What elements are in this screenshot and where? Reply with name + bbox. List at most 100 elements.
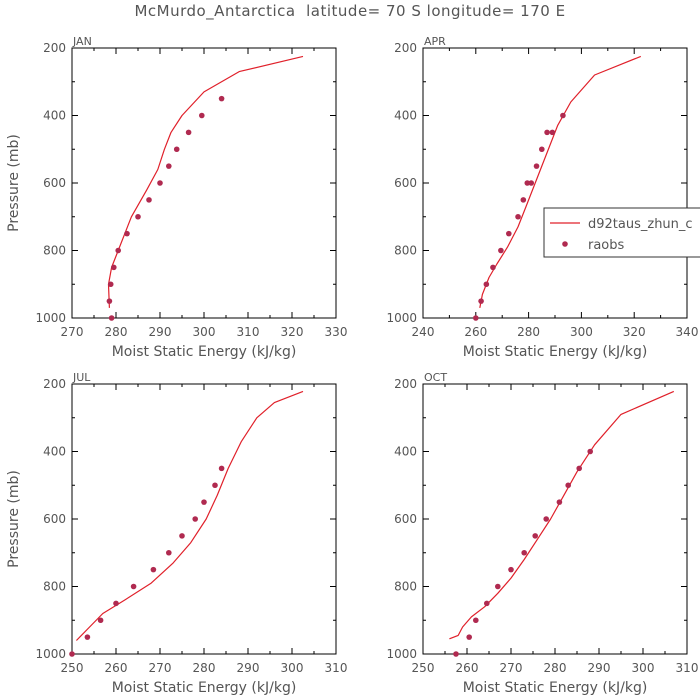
plot-frame bbox=[71, 383, 337, 655]
y-tick-label: 200 bbox=[394, 377, 417, 391]
y-tick-label: 1000 bbox=[386, 647, 417, 661]
x-tick-label: 280 bbox=[517, 325, 540, 339]
data-point-raobs bbox=[97, 617, 104, 624]
y-tick-label: 600 bbox=[394, 176, 417, 190]
panel-title: JUL bbox=[72, 371, 91, 384]
y-tick-label: 1000 bbox=[35, 311, 66, 325]
figure-title: McMurdo_Antarctica latitude= 70 S longit… bbox=[134, 2, 566, 20]
data-point-raobs bbox=[484, 600, 490, 607]
x-tick-label: 300 bbox=[570, 325, 593, 339]
x-tick-label: 310 bbox=[325, 661, 348, 675]
y-tick-label: 800 bbox=[43, 244, 66, 258]
data-point-raobs bbox=[212, 482, 218, 489]
y-tick-label: 400 bbox=[394, 445, 417, 459]
data-point-raobs bbox=[478, 298, 484, 304]
data-point-raobs bbox=[157, 180, 163, 186]
data-point-raobs bbox=[466, 634, 473, 640]
data-point-raobs bbox=[483, 281, 490, 288]
data-point-raobs bbox=[130, 583, 137, 590]
data-point-raobs bbox=[560, 112, 566, 119]
data-point-raobs bbox=[107, 281, 114, 288]
x-tick-label: 340 bbox=[676, 325, 699, 339]
y-tick-label: 400 bbox=[43, 109, 66, 123]
data-point-raobs bbox=[199, 112, 205, 119]
data-point-raobs bbox=[556, 499, 563, 505]
y-axis-label: Pressure (mb) bbox=[6, 134, 22, 232]
data-point-raobs bbox=[508, 566, 514, 573]
x-tick-label: 320 bbox=[281, 325, 304, 339]
data-point-raobs bbox=[506, 230, 512, 237]
data-point-raobs bbox=[532, 533, 538, 539]
data-point-raobs bbox=[565, 482, 571, 489]
data-point-raobs bbox=[185, 129, 192, 136]
data-point-raobs bbox=[543, 516, 549, 522]
y-tick-label: 600 bbox=[43, 512, 66, 526]
legend-marker-swatch bbox=[562, 241, 568, 247]
data-point-raobs bbox=[533, 163, 540, 169]
chart-panel-oct: 250 260 270 280 290 300 310 1000 800 600 400 200 OCT… bbox=[386, 371, 698, 696]
y-tick-label: 200 bbox=[394, 41, 417, 55]
series-line-model bbox=[75, 390, 304, 641]
data-point-raobs bbox=[166, 163, 172, 169]
y-axis-label: Pressure (mb) bbox=[6, 470, 22, 568]
data-point-raobs bbox=[587, 448, 593, 455]
chart-panel-jul: 250 260 270 280 290 300 310 1000 800 600 400 200 JUL… bbox=[6, 371, 347, 696]
x-tick-label: 290 bbox=[588, 661, 611, 675]
data-point-raobs bbox=[539, 146, 545, 153]
series-line-model bbox=[449, 390, 675, 640]
x-tick-label: 300 bbox=[632, 661, 655, 675]
x-tick-label: 310 bbox=[237, 325, 260, 339]
data-point-raobs bbox=[520, 197, 527, 203]
x-tick-label: 320 bbox=[623, 325, 646, 339]
data-point-raobs bbox=[135, 213, 141, 220]
data-point-raobs bbox=[69, 651, 75, 657]
y-tick-label: 200 bbox=[43, 41, 66, 55]
y-tick-label: 1000 bbox=[35, 647, 66, 661]
x-axis-label: Moist Static Energy (kJ/kg) bbox=[112, 680, 297, 696]
x-tick-label: 250 bbox=[61, 661, 84, 675]
data-point-raobs bbox=[490, 264, 496, 271]
data-point-raobs bbox=[111, 264, 117, 271]
data-point-raobs bbox=[473, 617, 479, 624]
panel-title: APR bbox=[424, 35, 446, 48]
data-point-raobs bbox=[192, 516, 198, 522]
data-point-raobs bbox=[84, 634, 91, 640]
y-tick-label: 600 bbox=[43, 176, 66, 190]
y-tick-label: 400 bbox=[43, 445, 66, 459]
x-tick-label: 300 bbox=[281, 661, 304, 675]
legend-label-raobs: raobs bbox=[588, 238, 625, 253]
x-tick-label: 270 bbox=[149, 661, 172, 675]
y-tick-label: 800 bbox=[394, 580, 417, 594]
y-tick-label: 400 bbox=[394, 109, 417, 123]
data-point-raobs bbox=[201, 499, 207, 505]
chart-panel-apr: 240 260 280 300 320 340 1000 800 600 400 200 APR Moi… bbox=[386, 35, 700, 360]
y-tick-label: 800 bbox=[43, 580, 66, 594]
data-point-raobs bbox=[495, 583, 501, 590]
data-point-raobs bbox=[528, 180, 535, 186]
data-point-raobs bbox=[576, 465, 582, 472]
x-tick-label: 270 bbox=[500, 661, 523, 675]
chart-panel-jan: 270 280 290 300 310 320 330 1000 800 600 400 200 JAN… bbox=[6, 35, 347, 360]
data-point-raobs bbox=[179, 533, 185, 539]
x-tick-label: 310 bbox=[676, 661, 699, 675]
x-tick-label: 290 bbox=[149, 325, 172, 339]
x-tick-label: 290 bbox=[237, 661, 260, 675]
data-point-raobs bbox=[218, 465, 225, 472]
plot-frame bbox=[71, 47, 337, 319]
y-tick-label: 200 bbox=[43, 377, 66, 391]
x-tick-label: 280 bbox=[105, 325, 128, 339]
x-tick-label: 260 bbox=[105, 661, 128, 675]
data-point-raobs bbox=[524, 180, 531, 186]
data-point-raobs bbox=[549, 129, 556, 136]
x-tick-label: 250 bbox=[412, 661, 435, 675]
x-tick-label: 260 bbox=[456, 661, 479, 675]
data-point-raobs bbox=[108, 315, 115, 321]
x-axis-label: Moist Static Energy (kJ/kg) bbox=[463, 680, 648, 696]
panel-title: JAN bbox=[72, 35, 92, 48]
y-tick-label: 800 bbox=[394, 244, 417, 258]
x-tick-label: 270 bbox=[61, 325, 84, 339]
plot-frame bbox=[422, 47, 688, 319]
data-point-raobs bbox=[124, 230, 130, 237]
y-tick-label: 600 bbox=[394, 512, 417, 526]
